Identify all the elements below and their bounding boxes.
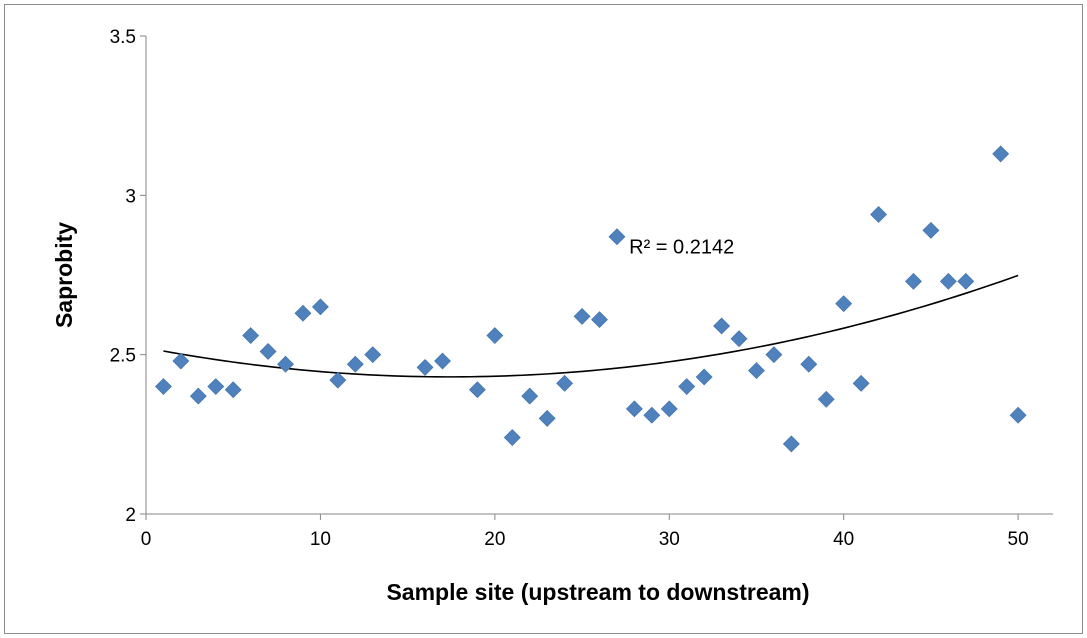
data-point	[1009, 406, 1027, 424]
data-point	[782, 435, 800, 453]
data-point	[416, 358, 434, 376]
data-point	[730, 330, 748, 348]
data-point	[643, 406, 661, 424]
data-point	[468, 381, 486, 399]
y-tick-label: 2.5	[110, 346, 136, 367]
data-point	[922, 221, 940, 239]
data-point	[311, 298, 329, 316]
axes: 2 2.5 3 3.5 0 10 20 30 40 50	[110, 27, 1053, 550]
y-tick-label: 3.5	[110, 27, 136, 48]
data-point	[573, 308, 591, 325]
data-point	[695, 368, 713, 386]
x-tick-label: 0	[141, 529, 152, 550]
y-tick-label: 2	[125, 505, 136, 526]
data-point	[748, 362, 765, 380]
data-point	[800, 355, 818, 373]
chart-border	[4, 4, 1083, 634]
data-point	[817, 390, 835, 408]
r-squared-label: R² = 0.2142	[629, 236, 734, 258]
y-axis-title: Saprobity	[51, 222, 77, 328]
data-point	[242, 327, 260, 344]
data-point	[852, 374, 870, 392]
x-tick-label: 50	[1008, 529, 1029, 550]
y-tick-label: 3	[125, 186, 136, 207]
data-point	[364, 346, 382, 364]
x-tick-label: 40	[833, 529, 854, 550]
data-point	[346, 355, 364, 373]
x-tick-label: 30	[659, 529, 680, 550]
data-point	[765, 346, 783, 364]
data-point	[556, 374, 574, 392]
annotations: R² = 0.2142	[629, 236, 734, 258]
data-point	[660, 400, 678, 418]
data-point	[224, 381, 242, 399]
data-point	[155, 378, 172, 395]
x-tick-label: 10	[310, 529, 331, 550]
data-point	[870, 206, 888, 223]
data-point	[678, 378, 696, 395]
trendline-group	[163, 274, 1019, 378]
data-point	[591, 311, 608, 329]
data-point	[992, 145, 1010, 163]
data-point	[329, 371, 347, 389]
data-point	[905, 272, 922, 290]
data-point	[277, 355, 294, 373]
data-points	[155, 145, 1027, 453]
poly-trendline	[163, 274, 1019, 378]
data-point	[835, 295, 853, 313]
data-point	[294, 304, 312, 322]
data-point	[207, 378, 225, 395]
data-point	[625, 400, 643, 418]
data-point	[957, 272, 975, 290]
data-point	[713, 317, 731, 335]
data-point	[189, 387, 207, 405]
data-point	[486, 327, 504, 344]
data-point	[538, 409, 556, 427]
data-point	[521, 387, 539, 405]
data-point	[939, 272, 957, 290]
data-point	[434, 352, 451, 370]
data-point	[608, 228, 626, 246]
x-tick-label: 20	[484, 529, 505, 550]
data-point	[503, 429, 521, 446]
data-point	[259, 343, 277, 360]
x-axis-title: Sample site (upstream to downstream)	[386, 579, 809, 605]
data-point	[172, 352, 190, 370]
